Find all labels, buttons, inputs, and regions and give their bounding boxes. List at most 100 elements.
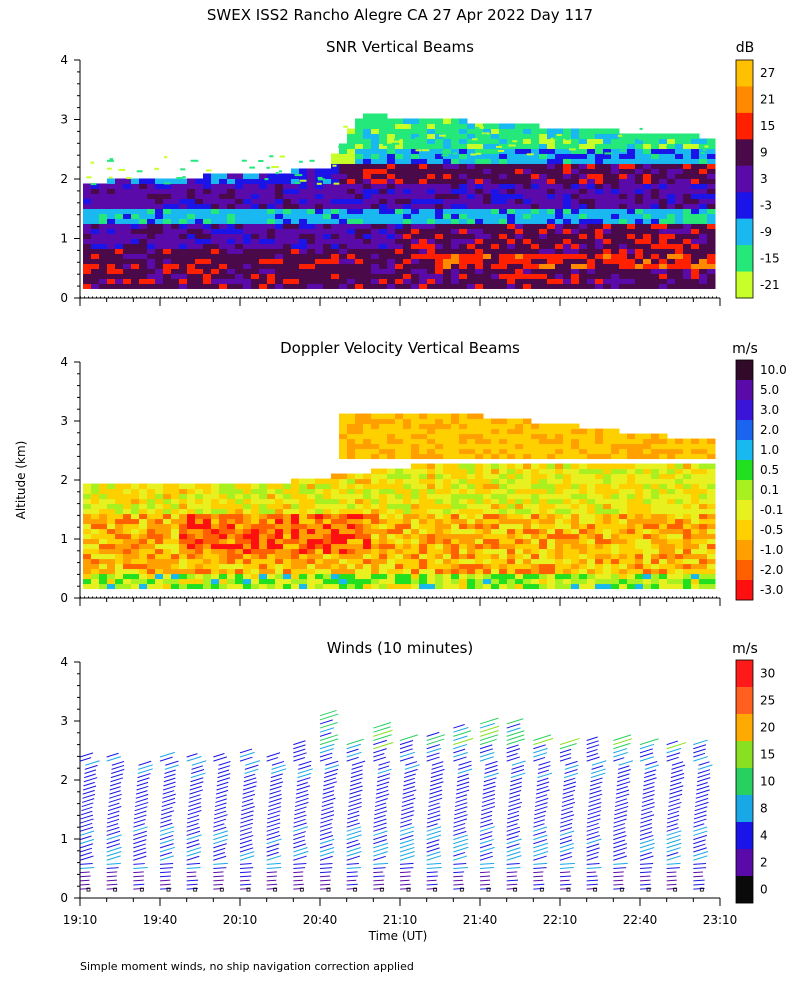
snr-cell [163, 223, 172, 229]
velocity-cell [627, 478, 636, 485]
velocity-cell [323, 508, 332, 515]
snr-cell [307, 173, 316, 179]
snr-cell [411, 148, 420, 154]
snr-cell [299, 223, 308, 229]
velocity-cell [331, 548, 340, 555]
velocity-cell [227, 558, 236, 565]
snr-cell [403, 183, 412, 189]
snr-cell [699, 268, 708, 274]
velocity-cell [539, 453, 548, 460]
snr-cell [195, 233, 204, 239]
snr-cell [291, 283, 300, 289]
velocity-cell [627, 543, 636, 550]
snr-cell [659, 243, 668, 249]
snr-cell [411, 183, 420, 189]
velocity-cell [555, 453, 564, 460]
velocity-cell [635, 478, 644, 485]
snr-cell [278, 170, 283, 173]
snr-cell [667, 153, 676, 159]
velocity-cell [499, 508, 508, 515]
snr-cell [555, 138, 564, 144]
snr-cell [499, 283, 508, 289]
velocity-cell [587, 523, 596, 530]
snr-cell [363, 198, 372, 204]
snr-cell [547, 248, 556, 254]
snr-cell [707, 238, 716, 244]
velocity-cell [363, 498, 372, 505]
velocity-cell [507, 493, 516, 500]
velocity-cell [467, 513, 476, 520]
velocity-cell [523, 538, 532, 545]
velocity-cell [355, 503, 364, 510]
wind-barb [298, 760, 312, 766]
snr-cell [347, 208, 356, 214]
velocity-cell [643, 548, 652, 555]
snr-cell [387, 138, 396, 144]
snr-cell [643, 178, 652, 184]
velocity-cell [515, 553, 524, 560]
velocity-cell [587, 443, 596, 450]
snr-cell [347, 198, 356, 204]
velocity-cell [619, 583, 628, 590]
snr-cell [347, 138, 356, 144]
snr-cell [579, 213, 588, 219]
velocity-cell [459, 473, 468, 480]
velocity-cell [555, 478, 564, 485]
velocity-cell [619, 533, 628, 540]
velocity-cell [171, 553, 180, 560]
snr-cell [163, 198, 172, 204]
wind-barb [214, 810, 227, 816]
snr-cell [441, 150, 445, 153]
velocity-cell [347, 473, 356, 480]
velocity-cell [691, 463, 700, 470]
velocity-cell [483, 548, 492, 555]
velocity-cell [547, 503, 556, 510]
velocity-cell [611, 578, 620, 585]
snr-cell [347, 168, 356, 174]
snr-cell [639, 127, 643, 130]
snr-cell [603, 268, 612, 274]
snr-cell [155, 273, 164, 279]
snr-cell [203, 218, 212, 224]
snr-cell [259, 203, 268, 209]
snr-cell [467, 223, 476, 229]
snr-cell [83, 213, 92, 219]
velocity-cell [107, 543, 116, 550]
velocity-cell [347, 433, 356, 440]
snr-cell [587, 223, 596, 229]
velocity-cell [491, 548, 500, 555]
velocity-cell [691, 448, 700, 455]
velocity-cell [539, 498, 548, 505]
velocity-cell [699, 533, 708, 540]
velocity-cell [555, 428, 564, 435]
snr-cell [91, 268, 100, 274]
snr-cell [163, 233, 172, 239]
velocity-cell [275, 563, 284, 570]
velocity-cell [507, 473, 516, 480]
snr-cell [443, 123, 452, 129]
wind-barb [218, 765, 231, 770]
velocity-cell [579, 498, 588, 505]
velocity-cell [299, 583, 308, 590]
velocity-cell [619, 558, 628, 565]
velocity-cell [667, 518, 676, 525]
snr-cell [291, 263, 300, 269]
velocity-cell [555, 548, 564, 555]
velocity-cell [395, 573, 404, 580]
wind-surface-marker [246, 887, 251, 892]
velocity-cell [347, 528, 356, 535]
snr-cell [515, 138, 524, 144]
velocity-cell [587, 473, 596, 480]
velocity-cell [683, 533, 692, 540]
snr-cell [259, 198, 268, 204]
velocity-cell [403, 513, 412, 520]
snr-cell [187, 178, 196, 184]
snr-cell [707, 158, 716, 164]
velocity-cell [275, 508, 284, 515]
snr-cell [475, 128, 484, 134]
snr-cell [395, 183, 404, 189]
velocity-cell [259, 538, 268, 545]
snr-cell [123, 223, 132, 229]
velocity-cell [667, 438, 676, 445]
snr-cell [395, 198, 404, 204]
